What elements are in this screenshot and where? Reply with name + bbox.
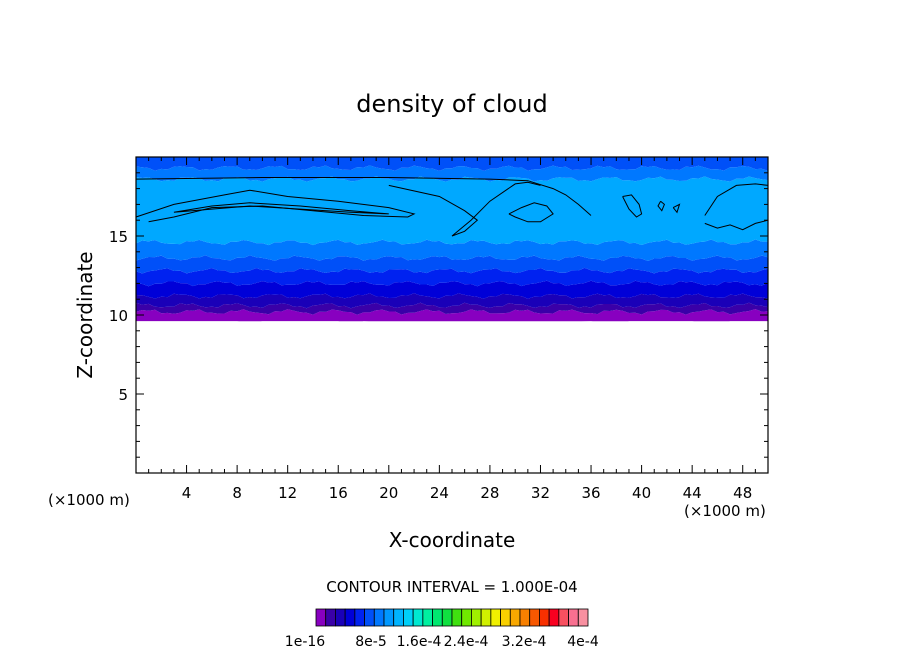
x-tick-label: 20 — [379, 484, 398, 502]
x-tick-label: 24 — [430, 484, 449, 502]
colorbar-swatch — [500, 608, 511, 627]
colorbar-swatch — [451, 608, 463, 627]
colorbar-swatch — [325, 608, 336, 627]
colorbar-swatch — [471, 608, 482, 627]
z-axis-label: Z-coordinate — [73, 251, 97, 378]
contour-line — [173, 202, 389, 215]
colorbar-swatch — [373, 608, 385, 627]
colorbar-tick-label: 8e-5 — [355, 634, 386, 650]
contour-line — [388, 181, 541, 237]
contour-line — [672, 203, 681, 214]
contour-band — [136, 302, 768, 315]
contour-line — [704, 219, 769, 231]
colorbar-swatch — [412, 608, 424, 627]
x-tick-label: 44 — [683, 484, 702, 502]
contour-line — [508, 202, 554, 223]
contour-line — [135, 189, 416, 223]
contour-band — [136, 255, 768, 274]
colorbar — [315, 608, 589, 627]
colorbar-tick-label: 1e-16 — [285, 634, 325, 650]
colorbar-labels: 1e-16 8e-5 1.6e-4 2.4e-4 3.2e-4 4e-4 — [285, 634, 599, 650]
contour-line — [657, 200, 666, 212]
colorbar-swatch — [344, 608, 356, 627]
colorbar-swatch — [577, 608, 589, 627]
x-axis-ticks: 4 8 12 16 20 24 28 32 36 40 44 48 — [148, 157, 756, 502]
colorbar-swatch — [461, 608, 472, 627]
z-tick-label: 10 — [109, 307, 128, 325]
cloud-base-mask — [136, 321, 768, 473]
contour-interval-label: CONTOUR INTERVAL = 1.000E-04 — [326, 578, 577, 596]
z-axis-ticks: 5 10 15 — [109, 172, 768, 458]
colorbar-swatch — [354, 608, 365, 627]
x-tick-label: 48 — [733, 484, 752, 502]
colorbar-tick-label: 1.6e-4 — [397, 634, 442, 650]
contour-band — [136, 267, 768, 287]
colorbar-swatch — [509, 608, 521, 627]
contour-band — [136, 157, 768, 171]
z-tick-label: 5 — [118, 386, 128, 404]
contour-band — [136, 239, 768, 261]
colorbar-tick-label: 2.4e-4 — [444, 634, 489, 650]
colorbar-swatch — [393, 608, 404, 627]
contour-line — [622, 194, 643, 218]
contour-line — [135, 177, 592, 216]
x-tick-label: 28 — [480, 484, 499, 502]
x-unit-label-right: (×1000 m) — [684, 502, 766, 520]
colorbar-swatch — [432, 608, 443, 627]
contour-line — [704, 183, 769, 216]
colorbar-swatch — [548, 608, 560, 627]
x-tick-label: 40 — [632, 484, 651, 502]
colorbar-swatch — [490, 608, 501, 627]
contour-bands — [136, 157, 768, 322]
x-axis-label: X-coordinate — [389, 528, 516, 552]
colorbar-swatch — [335, 608, 346, 627]
colorbar-swatch — [519, 608, 531, 627]
x-tick-label: 16 — [329, 484, 348, 502]
x-tick-label: 36 — [581, 484, 600, 502]
colorbar-tick-label: 4e-4 — [567, 634, 599, 650]
colorbar-swatch — [383, 608, 395, 627]
chart-title: density of cloud — [356, 90, 547, 118]
colorbar-swatch — [422, 608, 433, 627]
colorbar-swatch — [403, 608, 414, 627]
x-tick-label: 32 — [531, 484, 550, 502]
colorbar-swatch — [529, 608, 540, 627]
contour-band — [136, 176, 768, 246]
colorbar-swatch — [315, 608, 327, 627]
x-tick-label: 8 — [232, 484, 242, 502]
x-tick-label: 12 — [278, 484, 297, 502]
contour-lines — [135, 177, 769, 237]
contour-band — [136, 309, 768, 322]
cloud-free-region — [136, 321, 768, 473]
colorbar-swatch — [364, 608, 375, 627]
x-tick-label: 4 — [182, 484, 192, 502]
colorbar-swatch — [480, 608, 492, 627]
colorbar-swatch — [441, 608, 453, 627]
colorbar-swatch — [539, 608, 550, 627]
x-unit-label-left: (×1000 m) — [48, 491, 130, 509]
contour-band — [136, 293, 768, 309]
colorbar-swatch — [558, 608, 569, 627]
colorbar-swatch — [568, 608, 579, 627]
z-tick-label: 15 — [109, 228, 128, 246]
colorbar-tick-label: 3.2e-4 — [502, 634, 547, 650]
contour-band — [136, 280, 768, 299]
